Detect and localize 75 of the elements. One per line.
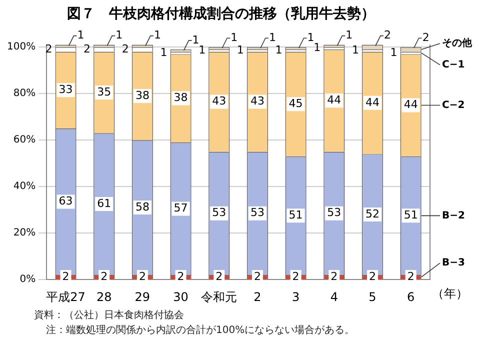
data-label: 2: [84, 42, 91, 56]
data-label: 52: [365, 207, 380, 220]
data-label: 1: [352, 43, 359, 56]
x-tick-label: 3: [292, 290, 300, 304]
text: 資料：（公社）日本食肉格付協会: [34, 308, 185, 323]
data-label: 2: [45, 42, 52, 56]
data-label: 44: [327, 93, 342, 106]
data-label: 2: [122, 42, 129, 56]
x-tick-label: 4: [330, 290, 338, 304]
data-label: 2: [254, 270, 261, 283]
data-label: 38: [174, 91, 188, 104]
data-label: 2: [216, 270, 223, 283]
x-tick-label: 28: [96, 290, 112, 304]
data-label: 2: [62, 270, 70, 283]
data-label: 2: [422, 30, 430, 44]
data-label: 2: [177, 270, 184, 283]
y-tick-label: 60%: [13, 134, 36, 146]
data-label: 57: [174, 202, 188, 215]
data-label: 2: [368, 270, 376, 283]
x-tick-label: 2: [254, 290, 262, 304]
data-label: 1: [198, 43, 206, 56]
y-tick-label: 20%: [13, 228, 36, 239]
data-label: 44: [404, 98, 418, 112]
x-tick-label: 令和元: [201, 290, 238, 304]
x-tick-label: 29: [134, 290, 150, 304]
data-label: 1: [307, 30, 314, 44]
data-label: 38: [135, 88, 150, 102]
y-tick-label: 40%: [13, 181, 36, 192]
text: C−1: [442, 60, 465, 71]
data-label: 35: [97, 85, 112, 98]
y-tick-label: 0%: [20, 274, 36, 286]
data-label: 45: [288, 96, 303, 110]
data-label: 2: [292, 270, 300, 283]
data-label: 51: [404, 208, 418, 222]
data-label: 58: [135, 200, 150, 214]
data-label: 2: [384, 28, 391, 42]
data-label: 2: [138, 270, 146, 283]
data-label: 53: [212, 206, 226, 220]
x-axis-title: （年）: [432, 286, 468, 301]
data-label: 1: [275, 43, 282, 56]
data-label: 63: [58, 194, 73, 208]
data-label: 43: [250, 94, 264, 108]
data-label: 1: [346, 28, 353, 42]
data-label: 1: [192, 33, 200, 46]
text: 注：端数処理の関係から内訳の合計が100%にならない場合がある。: [45, 324, 355, 338]
x-tick-label: 平成27: [46, 290, 86, 304]
text: B−3: [442, 258, 465, 269]
data-label: 1: [154, 28, 161, 42]
data-label: 43: [212, 94, 226, 108]
text: その他: [442, 37, 473, 50]
data-label: 1: [236, 43, 244, 56]
chart-title: 図７ 牛枝肉格付構成割合の推移（乳用牛去勢）: [67, 5, 375, 22]
data-label: 1: [268, 30, 276, 44]
data-label: 2: [330, 270, 338, 283]
data-label: 1: [230, 30, 238, 44]
data-label: 61: [97, 196, 112, 210]
data-label: 1: [116, 28, 123, 42]
data-label: 1: [160, 46, 168, 59]
data-label: 53: [327, 206, 342, 220]
data-label: 1: [390, 46, 398, 59]
text: C−2: [442, 100, 465, 111]
y-tick-label: 80%: [13, 88, 36, 100]
data-label: 33: [58, 82, 73, 96]
x-tick-label: 5: [368, 290, 376, 304]
data-label: 2: [100, 270, 108, 283]
data-label: 1: [77, 28, 84, 42]
data-label: 44: [365, 96, 380, 109]
data-label: 2: [407, 270, 414, 283]
data-label: 53: [250, 206, 264, 220]
y-tick-label: 100%: [6, 42, 36, 53]
text: B−2: [442, 210, 465, 222]
data-label: 1: [314, 41, 321, 54]
data-label: 51: [288, 208, 303, 222]
x-tick-label: 6: [407, 290, 415, 304]
x-tick-label: 30: [173, 290, 188, 304]
